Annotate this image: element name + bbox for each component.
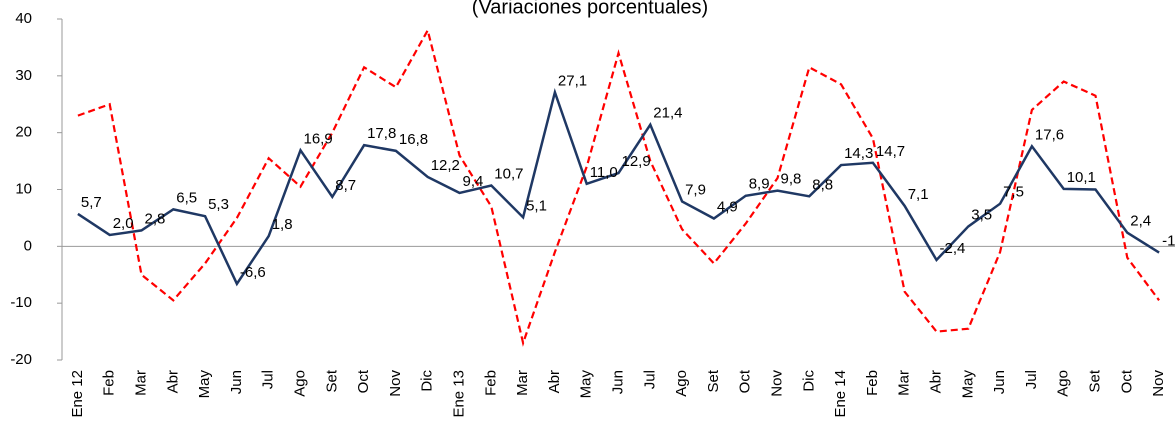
x-tick-label: May bbox=[578, 370, 595, 399]
x-tick-label: Oct bbox=[355, 369, 372, 393]
y-tick-label: -20 bbox=[10, 351, 32, 368]
data-label: 5,3 bbox=[208, 196, 229, 213]
x-tick-label: Nov bbox=[1150, 370, 1167, 397]
x-tick-label: Abr bbox=[164, 370, 181, 393]
data-label: 3,5 bbox=[971, 206, 992, 223]
y-tick-label: 30 bbox=[15, 67, 32, 84]
data-label: 12,2 bbox=[431, 157, 460, 174]
x-tick-label: Jun bbox=[991, 370, 1008, 394]
x-tick-label: Ene 13 bbox=[450, 370, 467, 418]
data-label: 9,4 bbox=[463, 173, 484, 190]
x-tick-label: Abr bbox=[546, 370, 563, 393]
x-tick-label: Oct bbox=[1118, 369, 1135, 393]
data-label: 8,8 bbox=[812, 176, 833, 193]
x-tick-label: Ene 14 bbox=[832, 370, 849, 418]
x-tick-label: Nov bbox=[768, 370, 785, 397]
x-tick-label: Abr bbox=[927, 370, 944, 393]
data-label: 5,1 bbox=[526, 197, 547, 214]
x-tick-label: Mar bbox=[896, 370, 913, 396]
data-label: 16,9 bbox=[304, 130, 333, 147]
x-tick-label: Jun bbox=[609, 370, 626, 394]
x-tick-label: Ago bbox=[673, 370, 690, 397]
data-label: 16,8 bbox=[399, 131, 428, 148]
data-label: 7,9 bbox=[685, 181, 706, 198]
x-tick-label: Set bbox=[323, 369, 340, 392]
data-label: 1,8 bbox=[272, 216, 293, 233]
x-tick-label: Mar bbox=[514, 370, 531, 396]
data-label: 17,6 bbox=[1035, 126, 1064, 143]
x-tick-label: May bbox=[959, 370, 976, 399]
x-tick-label: Set bbox=[705, 369, 722, 392]
data-label: 2,4 bbox=[1130, 213, 1151, 230]
data-label: 8,7 bbox=[335, 177, 356, 194]
data-label: 4,9 bbox=[717, 198, 738, 215]
data-label: -2,4 bbox=[940, 240, 966, 257]
data-label: 8,9 bbox=[749, 176, 770, 193]
x-tick-label: Jul bbox=[641, 370, 658, 389]
x-tick-label: Jul bbox=[1023, 370, 1040, 389]
y-tick-label: 0 bbox=[24, 237, 32, 254]
x-tick-label: Ago bbox=[291, 370, 308, 397]
x-tick-label: Jul bbox=[260, 370, 277, 389]
x-tick-label: Set bbox=[1086, 369, 1103, 392]
data-label: 6,5 bbox=[176, 189, 197, 206]
data-label: 5,7 bbox=[81, 194, 102, 211]
data-label: 7,1 bbox=[908, 186, 929, 203]
x-tick-label: Dic bbox=[419, 370, 436, 392]
data-label: 9,8 bbox=[781, 171, 802, 188]
x-tick-label: Nov bbox=[387, 370, 404, 397]
x-tick-label: Feb bbox=[864, 370, 881, 396]
series-line bbox=[77, 87, 1160, 287]
x-tick-label: Dic bbox=[800, 370, 817, 392]
x-tick-label: Oct bbox=[737, 369, 754, 393]
data-label: 7,5 bbox=[1003, 184, 1024, 201]
x-tick-label: Ene 12 bbox=[69, 370, 86, 418]
data-label: 17,8 bbox=[367, 125, 396, 142]
x-tick-label: Feb bbox=[101, 370, 118, 396]
x-tick-label: Jun bbox=[228, 370, 245, 394]
x-tick-label: May bbox=[196, 370, 213, 399]
data-label: 21,4 bbox=[653, 105, 682, 122]
data-label: 14,3 bbox=[844, 145, 873, 162]
data-label: 2,8 bbox=[145, 210, 166, 227]
y-tick-label: 10 bbox=[15, 180, 32, 197]
x-tick-label: Feb bbox=[482, 370, 499, 396]
data-label: -1,1 bbox=[1162, 233, 1175, 250]
data-label: 10,7 bbox=[494, 165, 523, 182]
data-label: 10,1 bbox=[1067, 169, 1096, 186]
series-line bbox=[77, 27, 1160, 347]
y-tick-label: -10 bbox=[10, 294, 32, 311]
data-label: 14,7 bbox=[876, 143, 905, 160]
x-tick-label: Mar bbox=[132, 370, 149, 396]
y-tick-label: 20 bbox=[15, 124, 32, 141]
chart-title: (Variaciones porcentuales) bbox=[472, 0, 708, 18]
y-tick-label: 40 bbox=[15, 10, 32, 27]
data-label: 27,1 bbox=[558, 72, 587, 89]
data-label: 12,9 bbox=[622, 153, 651, 170]
data-label: 2,0 bbox=[113, 215, 134, 232]
data-label: 11,0 bbox=[590, 164, 618, 181]
x-tick-label: Ago bbox=[1055, 370, 1072, 397]
data-label: -6,6 bbox=[240, 264, 266, 281]
